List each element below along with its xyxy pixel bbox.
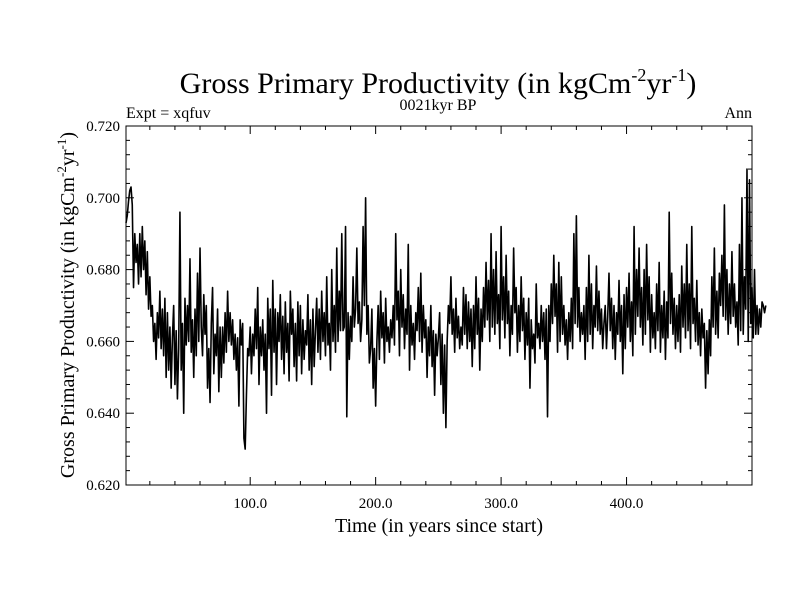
y-axis-label: Gross Primary Productivity (in kgCm-2yr-… bbox=[54, 132, 79, 478]
x-tick-label: 100.0 bbox=[233, 496, 267, 512]
chart-subtitle: 0021kyr BP bbox=[400, 97, 477, 114]
x-axis-label: Time (in years since start) bbox=[335, 515, 543, 537]
x-tick-label: 400.0 bbox=[610, 496, 644, 512]
chart-title: Gross Primary Productivity (in kgCm-2yr-… bbox=[180, 65, 697, 100]
y-tick-label: 0.660 bbox=[86, 334, 120, 350]
experiment-label: Expt = xqfuv bbox=[126, 105, 211, 122]
x-tick-label: 300.0 bbox=[484, 496, 518, 512]
y-tick-label: 0.680 bbox=[86, 263, 120, 279]
x-tick-labels: 100.0 200.0 300.0 400.0 bbox=[233, 496, 643, 512]
gpp-series-line bbox=[125, 168, 767, 450]
x-tick-label: 200.0 bbox=[359, 496, 393, 512]
y-tick-label: 0.720 bbox=[86, 119, 120, 135]
y-tick-label: 0.620 bbox=[86, 478, 120, 494]
y-tick-label: 0.700 bbox=[86, 191, 120, 207]
y-tick-label: 0.640 bbox=[86, 406, 120, 422]
period-label: Ann bbox=[724, 105, 752, 122]
y-tick-labels: 0.620 0.640 0.660 0.680 0.700 0.720 bbox=[86, 119, 120, 494]
